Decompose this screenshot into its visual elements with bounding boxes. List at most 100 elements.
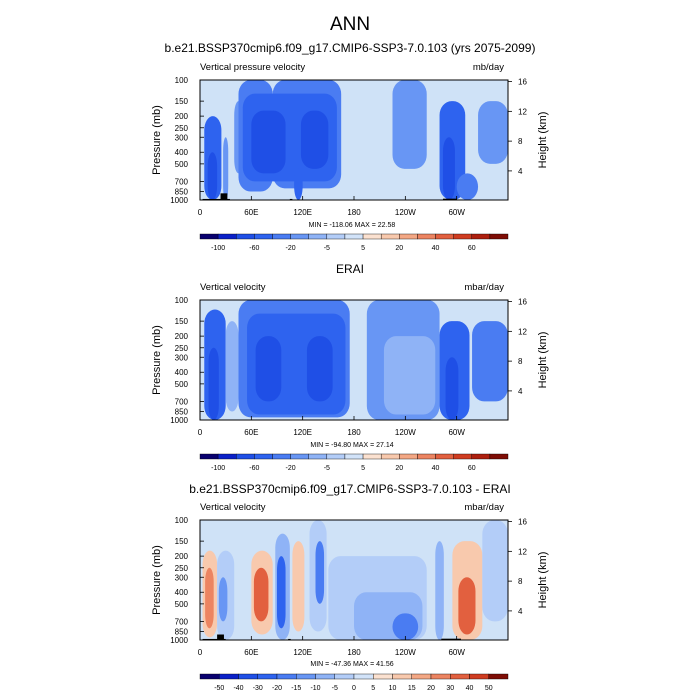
colorbar-label: -5	[332, 685, 338, 692]
plot-panel-1	[199, 79, 512, 240]
colorbar-swatch	[276, 673, 297, 680]
y2-tick-label: 4	[518, 167, 523, 176]
x-tick-label: 0	[198, 428, 203, 437]
x-tick-label: 120W	[395, 648, 416, 657]
panel3-title: b.e21.BSSP370cmip6.f09_g17.CMIP6-SSP3-7.…	[189, 482, 511, 496]
colorbar-label: -5	[324, 465, 330, 472]
panel1-units-label: mb/day	[472, 62, 504, 73]
contour-region	[205, 567, 214, 629]
contour-field	[200, 80, 508, 200]
colorbar-label: 40	[432, 465, 440, 472]
topography-mask	[202, 198, 230, 200]
x-tick-label: 120W	[395, 428, 416, 437]
colorbar-label: 60	[468, 465, 476, 472]
colorbar-swatch	[257, 673, 278, 680]
y-tick-label: 850	[175, 408, 189, 417]
topography-mask	[442, 198, 457, 200]
colorbar-swatch	[315, 673, 335, 680]
colorbar-swatch	[469, 673, 489, 680]
contour-region	[482, 520, 508, 622]
colorbar-swatch	[219, 673, 239, 680]
colorbar-label: 30	[446, 685, 454, 692]
colorbar-swatch	[411, 673, 432, 680]
colorbar-label: 0	[352, 685, 356, 692]
panel3-minmax: MIN = -47.36 MAX = 41.56	[310, 661, 394, 668]
y-axis-label: Pressure (mb)	[151, 105, 163, 175]
y2-axis-label: Height (km)	[537, 112, 549, 169]
colorbar-label: -60	[249, 245, 259, 252]
contour-field	[200, 520, 508, 640]
contour-region	[458, 577, 476, 635]
colorbar-swatch	[362, 453, 382, 460]
colorbar-swatch	[489, 453, 509, 460]
colorbar-swatch	[399, 233, 418, 240]
contour-region	[392, 80, 427, 169]
y-tick-label: 700	[175, 397, 189, 406]
colorbar-label: -50	[214, 685, 224, 692]
panel1-variable-label: Vertical pressure velocity	[200, 62, 306, 73]
colorbar-swatch	[417, 453, 436, 460]
y-axis-label: Pressure (mb)	[151, 545, 163, 615]
y2-tick-label: 8	[518, 577, 523, 586]
colorbar-label: 20	[395, 245, 403, 252]
colorbar-label: -40	[233, 685, 243, 692]
contour-region	[392, 613, 419, 640]
contour-region	[277, 556, 286, 629]
contour-region	[294, 168, 303, 200]
y-tick-label: 1000	[170, 196, 188, 205]
y2-axis-label: Height (km)	[537, 332, 549, 389]
panel3-units-label: mbar/day	[464, 502, 504, 513]
colorbar-swatch	[362, 233, 382, 240]
colorbar-swatch	[417, 233, 436, 240]
colorbar-label: 60	[468, 245, 476, 252]
x-tick-label: 180	[347, 208, 361, 217]
figure-title: ANN	[329, 14, 371, 35]
contour-region	[255, 336, 282, 402]
y-tick-label: 500	[175, 380, 189, 389]
y-tick-label: 300	[175, 573, 189, 582]
colorbar-swatch	[399, 453, 418, 460]
y-tick-label: 150	[175, 97, 189, 106]
x-tick-label: 120E	[293, 428, 312, 437]
colorbar-label: 40	[432, 245, 440, 252]
plot-panel-3	[199, 519, 512, 680]
contour-region	[207, 152, 218, 200]
colorbar-swatch	[254, 453, 273, 460]
colorbar-swatch	[290, 453, 309, 460]
contour-field	[200, 300, 508, 420]
x-tick-label: 120E	[293, 208, 312, 217]
y2-tick-label: 12	[518, 547, 527, 556]
colorbar-label: -30	[253, 685, 263, 692]
topography-mask	[220, 193, 228, 200]
colorbar-label: -100	[211, 245, 225, 252]
colorbar-swatch	[471, 233, 491, 240]
colorbar-swatch	[272, 453, 291, 460]
colorbar-swatch	[380, 233, 400, 240]
colorbar-swatch	[334, 673, 355, 680]
contour-region	[251, 110, 286, 174]
colorbar-label: 5	[361, 245, 365, 252]
colorbar-label: -60	[249, 465, 259, 472]
y-tick-label: 400	[175, 148, 189, 157]
colorbar-swatch	[236, 453, 255, 460]
panel2-variable-label: Vertical velocity	[200, 282, 266, 293]
x-tick-label: 60W	[448, 208, 465, 217]
topography-mask	[217, 634, 224, 640]
x-tick-label: 60E	[244, 648, 258, 657]
topography-mask	[202, 638, 226, 640]
x-tick-label: 180	[347, 428, 361, 437]
colorbar-swatch	[199, 673, 220, 680]
y-tick-label: 300	[175, 353, 189, 362]
y-tick-label: 300	[175, 133, 189, 142]
y2-tick-label: 12	[518, 327, 527, 336]
colorbar-swatch	[353, 673, 374, 680]
colorbar-swatch	[308, 233, 328, 240]
contour-region	[218, 577, 228, 622]
panel2-minmax: MIN = -94.80 MAX = 27.14	[310, 442, 394, 449]
panel3-variable-label: Vertical velocity	[200, 502, 266, 513]
y-axis-label: Pressure (mb)	[151, 325, 163, 395]
colorbar-swatch	[471, 453, 491, 460]
colorbar-swatch	[453, 453, 472, 460]
y-tick-label: 700	[175, 177, 189, 186]
